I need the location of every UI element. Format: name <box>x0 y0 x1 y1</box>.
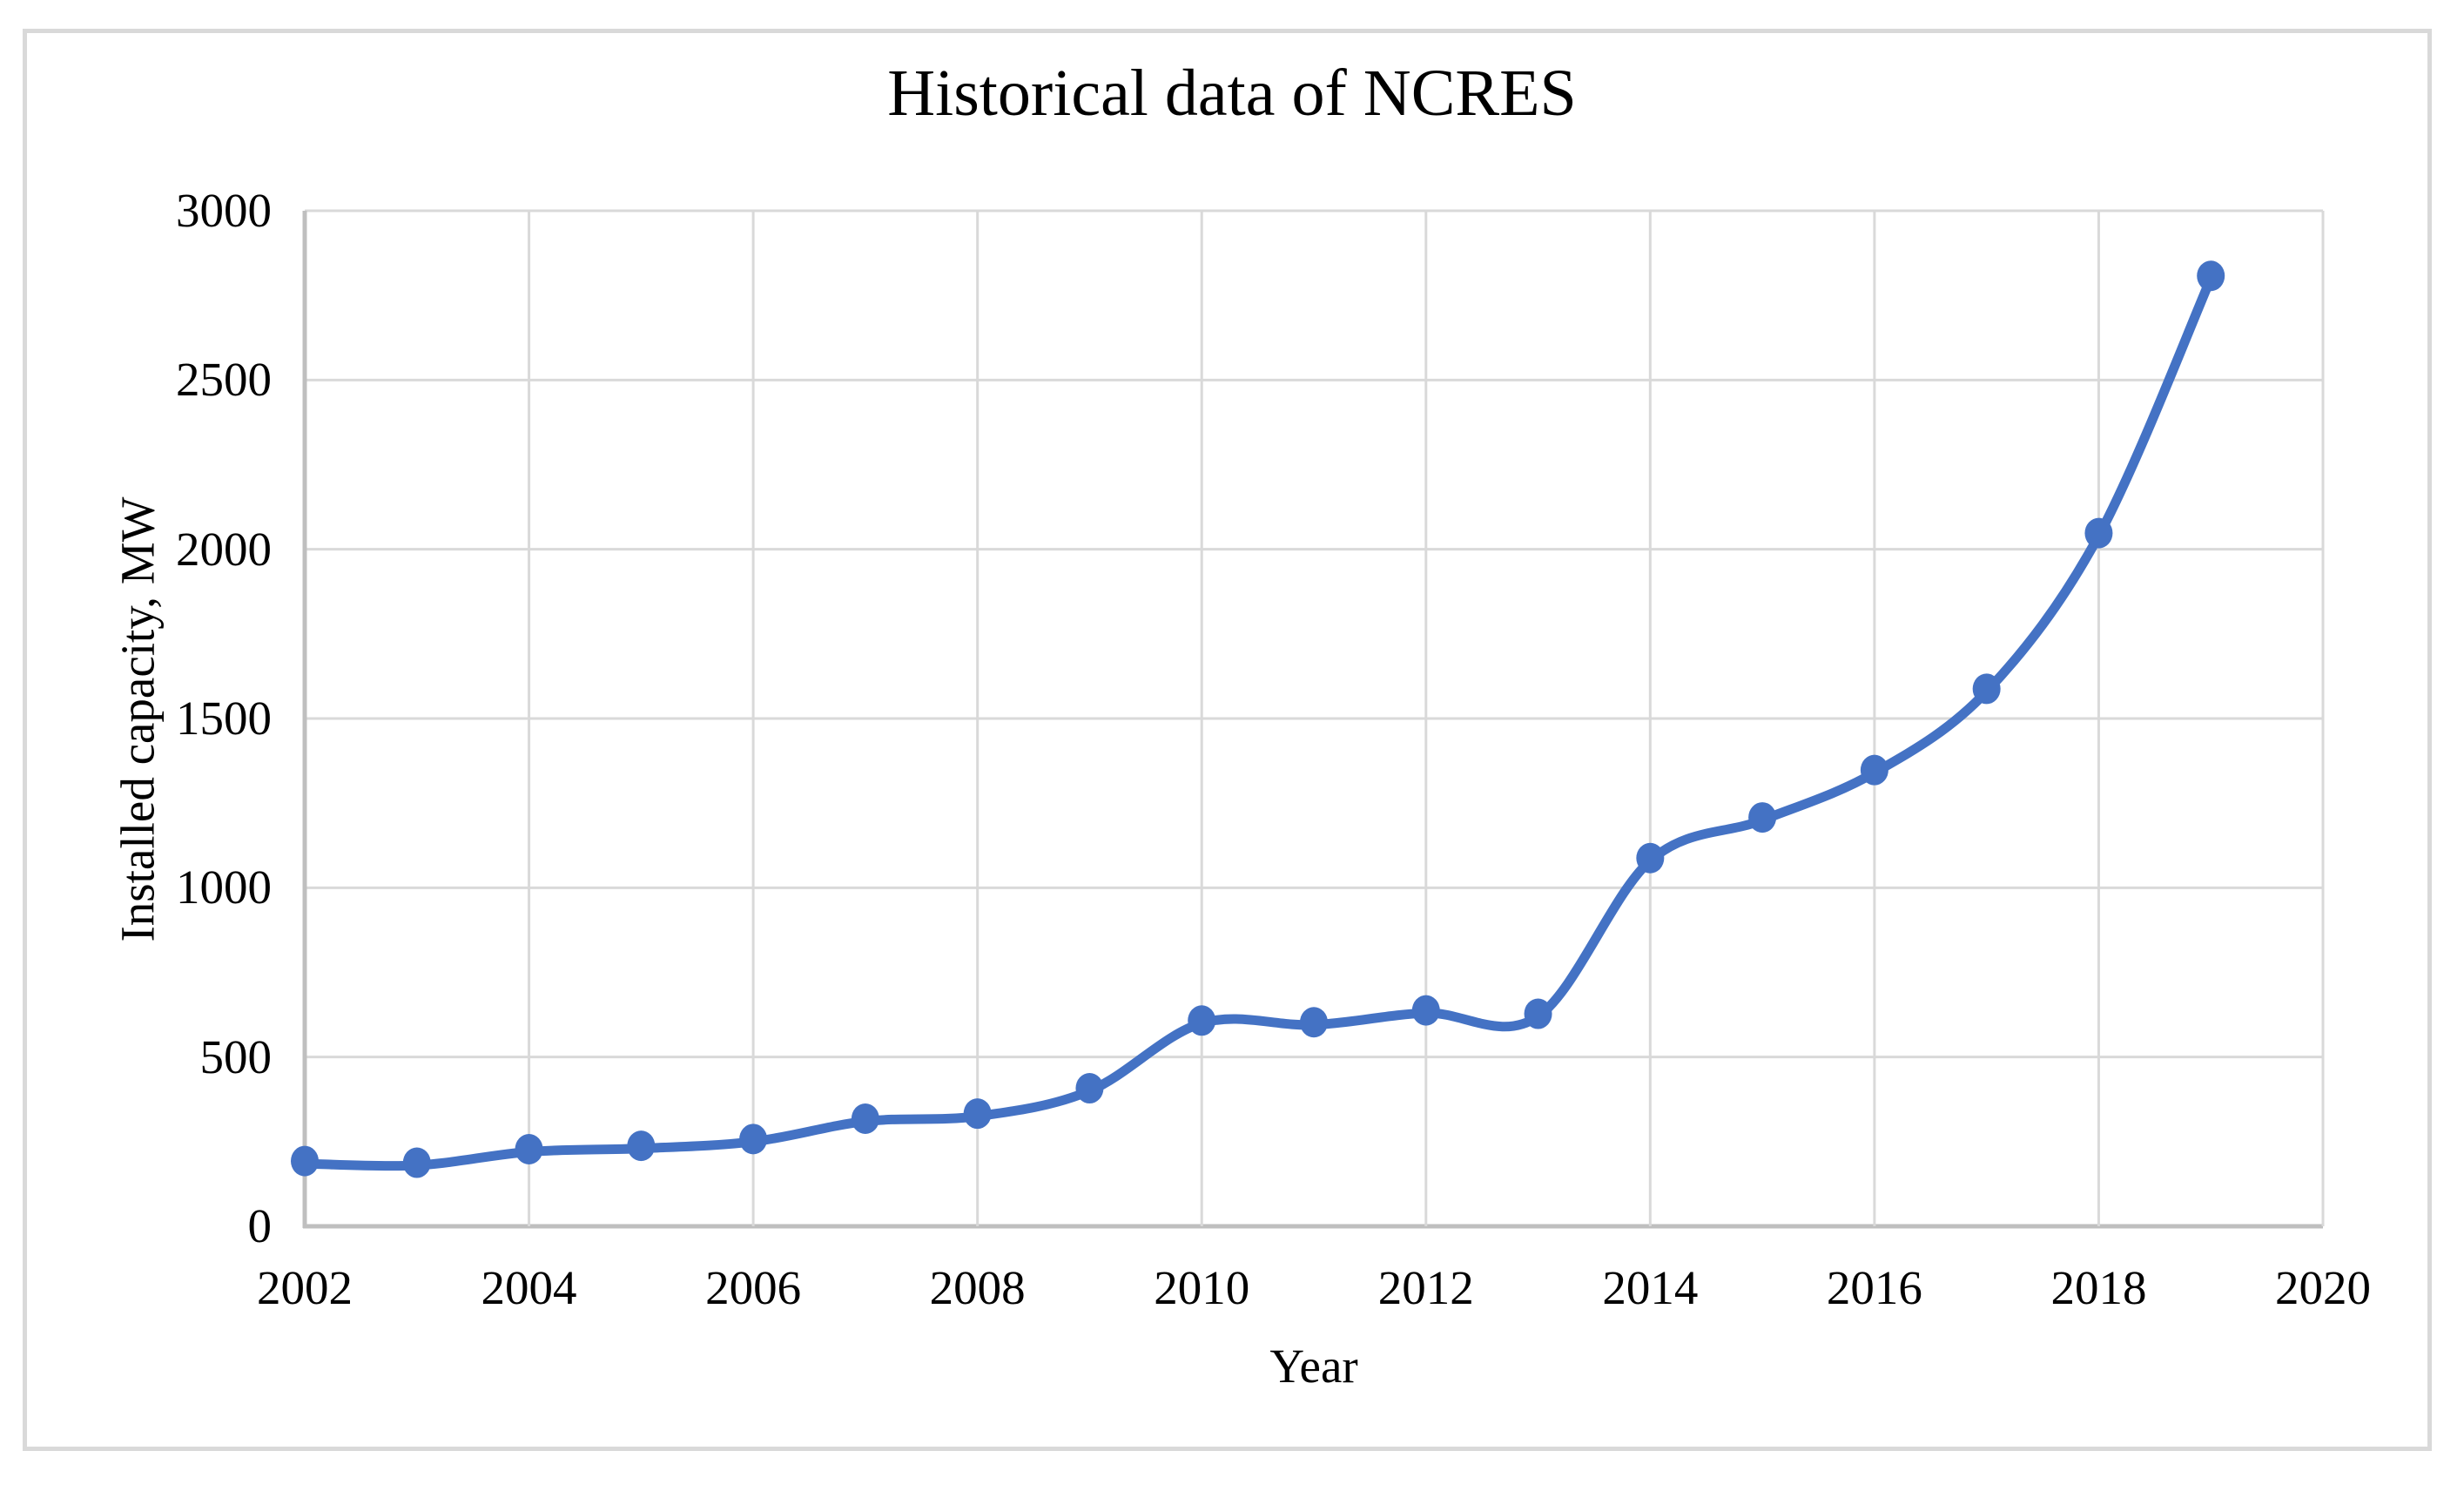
x-tick-label: 2008 <box>929 1261 1026 1314</box>
x-tick-label: 2006 <box>705 1261 802 1314</box>
y-tick-label: 500 <box>199 1029 273 1083</box>
x-tick-label: 2016 <box>1826 1261 1922 1314</box>
y-tick-label: 3000 <box>176 184 272 237</box>
data-point-marker <box>1300 1007 1328 1038</box>
data-point-marker <box>739 1124 768 1155</box>
data-point-marker <box>1411 995 1440 1026</box>
data-point-marker <box>2084 517 2113 549</box>
series-line <box>300 273 2216 1171</box>
data-point-marker <box>515 1133 543 1164</box>
x-axis-title: Year <box>1269 1339 1358 1393</box>
data-point-marker <box>1188 1005 1216 1036</box>
data-point-marker <box>2197 260 2225 292</box>
data-point-marker <box>1524 998 1552 1029</box>
y-tick-label: 1500 <box>176 692 272 745</box>
data-point-marker <box>963 1098 992 1130</box>
x-tick-label: 2002 <box>257 1261 353 1314</box>
data-point-marker <box>1972 673 2001 705</box>
x-tick-label: 2014 <box>1602 1261 1699 1314</box>
y-tick-label: 0 <box>247 1199 273 1252</box>
y-axis-title: Installed capacity, MW <box>111 496 165 942</box>
data-point-marker <box>1636 842 1665 874</box>
y-tick-label: 1000 <box>176 860 272 914</box>
chart-title: Historical data of NCRES <box>887 57 1577 130</box>
y-tick-label: 2500 <box>176 353 272 407</box>
y-tick-label: 2000 <box>176 522 272 576</box>
data-point-marker <box>1860 754 1888 786</box>
x-tick-label: 2012 <box>1377 1261 1474 1314</box>
data-point-marker <box>1748 802 1777 833</box>
x-tick-label: 2010 <box>1154 1261 1250 1314</box>
figure-border <box>23 29 2432 1451</box>
x-tick-label: 2018 <box>2050 1261 2147 1314</box>
data-point-marker <box>291 1145 319 1177</box>
data-point-marker <box>402 1147 431 1178</box>
data-point-marker <box>1075 1073 1104 1104</box>
x-tick-label: 2020 <box>2275 1261 2371 1314</box>
data-point-marker <box>627 1130 656 1162</box>
data-point-marker <box>851 1103 879 1135</box>
x-tick-label: 2004 <box>481 1261 577 1314</box>
